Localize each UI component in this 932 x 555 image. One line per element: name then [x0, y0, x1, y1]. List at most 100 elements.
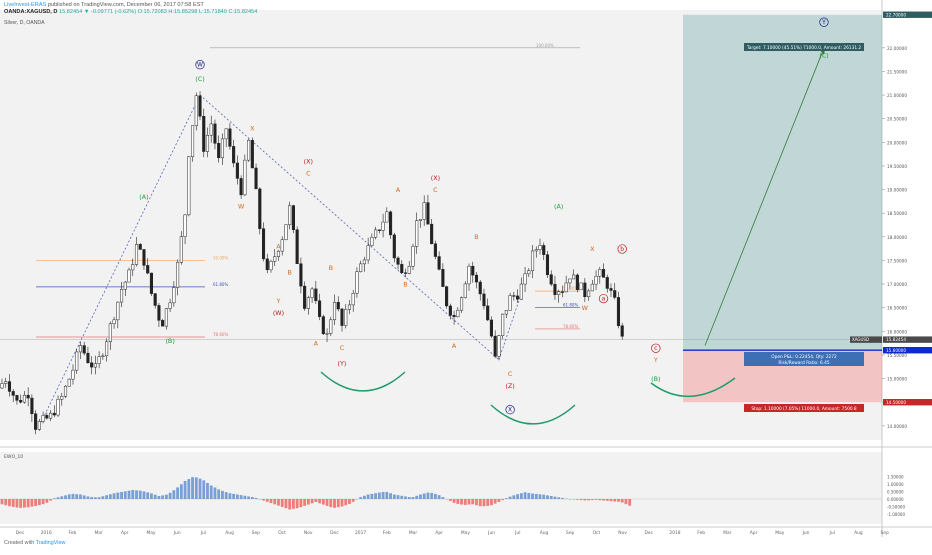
ewo-bar [195, 477, 198, 499]
candle-body [483, 294, 486, 306]
wave-label: a [602, 296, 606, 303]
ewo-bar [498, 499, 501, 502]
candle-body [535, 250, 538, 251]
candle-body [146, 265, 149, 273]
ewo-bar [262, 499, 265, 501]
candle-body [580, 283, 583, 290]
ewo-bar [8, 499, 11, 506]
y-tick-label: 17.50000 [887, 258, 907, 263]
candle-body [135, 244, 138, 264]
candle-body [427, 203, 430, 225]
x-tick-label: Dec [645, 530, 654, 536]
published-text: published on TradingView.com, December 0… [48, 2, 204, 8]
x-tick-label: Oct [278, 530, 286, 536]
ewo-bar [423, 494, 426, 499]
candle-body [42, 415, 45, 421]
candle-body [520, 284, 523, 299]
created-with-text: Created with [4, 540, 34, 546]
candle-body [131, 265, 134, 270]
ewo-bar [187, 479, 190, 499]
ewo-bar [16, 499, 19, 508]
y-tick-label: 16.00000 [887, 329, 907, 334]
ewo-bar [359, 497, 362, 499]
ewo-bar [400, 496, 403, 499]
ewo-bar [68, 494, 71, 499]
ewo-bar [165, 495, 168, 499]
candle-body [531, 251, 534, 271]
candle-body [561, 292, 564, 293]
ewo-bar [64, 495, 67, 499]
ewo-bar [527, 493, 530, 499]
ewo-bar [397, 495, 400, 499]
ewo-bar [255, 498, 258, 499]
candle-body [79, 346, 82, 352]
candle-body [468, 266, 471, 284]
candle-body [117, 302, 120, 320]
x-tick-label: Aug [854, 530, 863, 536]
ewo-bar [113, 493, 116, 499]
publish-info: LiveInvest-ERAS published on TradingView… [4, 2, 204, 8]
ewo-bar [285, 499, 288, 508]
ewo-bar [251, 497, 254, 499]
ewo-bar [87, 496, 90, 499]
ewo-bar [94, 497, 97, 499]
candle-body [486, 306, 489, 320]
ewo-tick-label: -0.50000 [887, 505, 905, 510]
x-tick-label: Nov [304, 530, 313, 536]
symbol-name: OANDA:XAGUSD, D [4, 9, 57, 15]
ewo-bar [617, 499, 620, 502]
ewo-bar [12, 499, 15, 507]
candle-body [445, 287, 448, 306]
candle-body [273, 257, 276, 262]
ewo-bar [587, 499, 590, 500]
candle-body [352, 293, 355, 305]
wave-label: A [396, 186, 401, 194]
candle-body [139, 244, 142, 249]
wave-label: B [287, 269, 291, 277]
ewo-bar [475, 499, 478, 505]
stop-price-tag: 14.50000 [886, 400, 906, 405]
candle-body [296, 230, 299, 264]
stop-box: Stop: 1.10000 (7.05%) 11000.0, Amount: 7… [744, 404, 864, 412]
ewo-bar [281, 499, 284, 507]
wave-label: (B) [651, 375, 660, 383]
wave-label: B [474, 233, 478, 241]
candle-body [498, 336, 501, 357]
chart-title: Silver, D, OANDA [4, 20, 45, 26]
author-link[interactable]: LiveInvest-ERAS [4, 2, 46, 8]
ewo-bar [393, 495, 396, 500]
candle-body [475, 275, 478, 282]
candle-body [23, 395, 26, 402]
candle-body [587, 291, 590, 297]
x-tick-label: Aug [225, 530, 234, 536]
tradingview-brand[interactable]: TradingView [36, 540, 66, 546]
candle-body [31, 398, 34, 414]
candle-body [374, 230, 377, 237]
candle-body [128, 270, 131, 282]
candle-body [412, 246, 415, 266]
candle-body [68, 379, 71, 386]
wave-label: C [433, 186, 438, 194]
candle-body [229, 129, 232, 147]
candle-body [113, 320, 116, 324]
candle-body [528, 271, 531, 274]
ewo-tick-label: 1.50000 [887, 475, 904, 480]
candle-body [348, 305, 351, 309]
candle-body [371, 237, 374, 245]
x-tick-label: Apr [750, 530, 758, 536]
candle-body [124, 282, 127, 289]
ewo-bar [389, 493, 392, 499]
ewo-tick-label: -1.00000 [887, 512, 905, 517]
candle-body [60, 396, 63, 399]
y-tick-label: 14.00000 [887, 424, 907, 429]
ewo-bar [98, 497, 101, 499]
ewo-bar [374, 493, 377, 499]
candle-body [610, 288, 613, 290]
candle-body [150, 273, 153, 294]
ewo-bar [79, 495, 82, 500]
x-tick-label: 2016 [41, 530, 52, 536]
candle-body [434, 244, 437, 257]
ewo-bar [243, 496, 246, 499]
candle-body [315, 289, 318, 301]
